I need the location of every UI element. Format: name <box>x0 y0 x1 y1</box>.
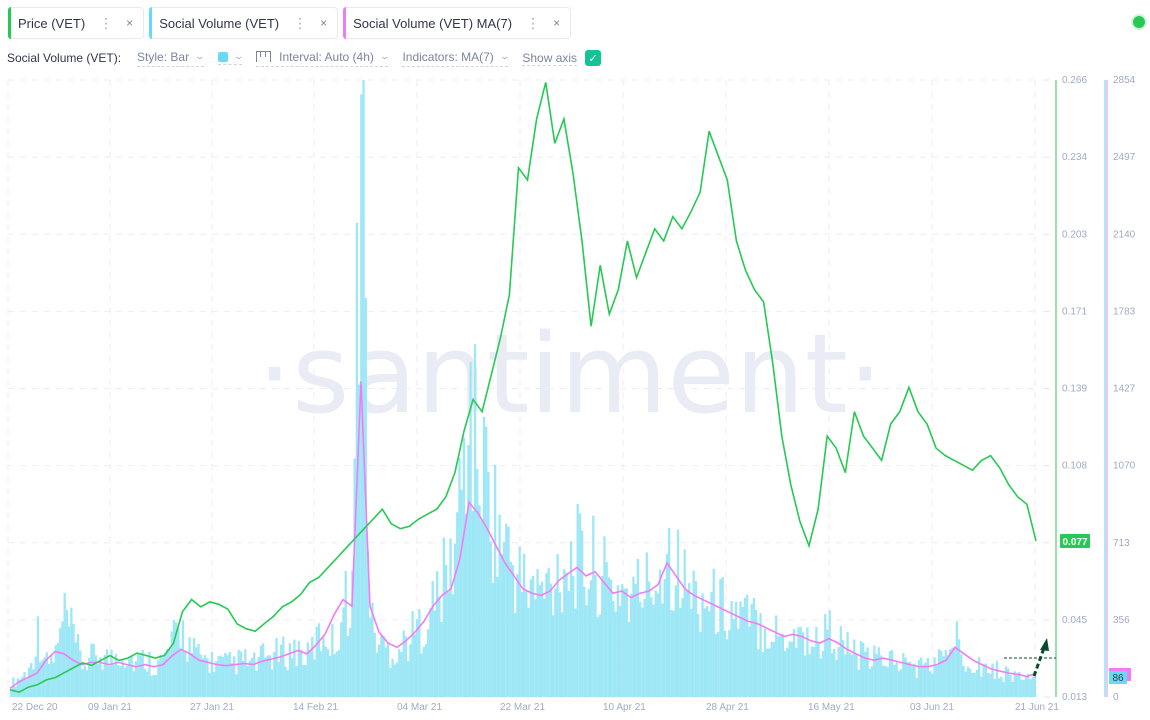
current-price-value: 0.077 <box>1062 537 1087 548</box>
chevron-down-icon: ⌄ <box>194 51 206 61</box>
current-volume-value: 86 <box>1112 673 1124 684</box>
svg-text:0.234: 0.234 <box>1062 152 1087 163</box>
social-volume-bars <box>10 80 1037 697</box>
color-dropdown[interactable]: ⌄ <box>217 51 244 65</box>
svg-text:22 Mar 21: 22 Mar 21 <box>500 702 545 713</box>
live-status-indicator <box>1133 16 1145 28</box>
svg-text:0.171: 0.171 <box>1062 306 1087 317</box>
indicators-label: Indicators: MA(7) <box>402 49 494 64</box>
price-axis-ticks: 0.266 0.234 0.203 0.171 0.139 0.108 0.045 0.013 <box>1043 75 1087 703</box>
indicators-dropdown[interactable]: Indicators: MA(7) ⌄ <box>402 49 510 67</box>
interval-label: Interval: Auto (4h) <box>279 49 374 64</box>
svg-text:0.203: 0.203 <box>1062 229 1087 240</box>
svg-text:04 Mar 21: 04 Mar 21 <box>397 702 442 713</box>
social-volume-ma-line <box>9 381 1037 690</box>
style-label: Style: Bar <box>137 49 190 64</box>
svg-text:0.139: 0.139 <box>1062 384 1087 395</box>
svg-text:0.108: 0.108 <box>1062 461 1087 472</box>
svg-text:2497: 2497 <box>1113 152 1136 163</box>
svg-text:2140: 2140 <box>1113 229 1136 240</box>
current-price-badge <box>1060 534 1090 548</box>
svg-text:1070: 1070 <box>1113 461 1136 472</box>
more-vertical-icon[interactable]: ⋮ <box>99 14 113 31</box>
svg-text:10 Apr 21: 10 Apr 21 <box>603 702 646 713</box>
tab-social-volume-ma[interactable]: Social Volume (VET) MA(7) ⋮ × <box>343 7 572 39</box>
settings-title: Social Volume (VET): <box>7 51 122 65</box>
tab-label: Social Volume (VET) MA(7) <box>353 15 513 31</box>
date-axis-ticks: 22 Dec 20 09 Jan 21 27 Jan 21 14 Feb 21 04 M… <box>12 702 1059 713</box>
svg-text:14 Feb 21: 14 Feb 21 <box>293 702 338 713</box>
svg-text:0: 0 <box>1113 692 1119 703</box>
tab-social-volume[interactable]: Social Volume (VET) ⋮ × <box>149 7 339 39</box>
svg-text:09 Jan 21: 09 Jan 21 <box>88 702 132 713</box>
svg-text:0.013: 0.013 <box>1062 692 1087 703</box>
svg-text:27 Jan 21: 27 Jan 21 <box>190 702 234 713</box>
tab-label: Price (VET) <box>18 15 86 31</box>
show-axis-label[interactable]: Show axis <box>522 50 578 66</box>
color-swatch <box>217 51 228 62</box>
chevron-down-icon: ⌄ <box>233 51 244 61</box>
more-vertical-icon[interactable]: ⋮ <box>293 14 307 31</box>
svg-text:713: 713 <box>1113 538 1130 549</box>
interval-icon <box>256 51 272 62</box>
svg-text:1427: 1427 <box>1113 384 1136 395</box>
close-icon[interactable]: × <box>126 16 134 30</box>
svg-text:21 Jun 21: 21 Jun 21 <box>1015 702 1059 713</box>
svg-text:0.266: 0.266 <box>1062 75 1087 86</box>
interval-dropdown[interactable]: Interval: Auto (4h) ⌄ <box>256 49 390 67</box>
metric-settings-bar: Social Volume (VET): Style: Bar ⌄ ⌄ Inte… <box>7 48 602 68</box>
svg-text:28 Apr 21: 28 Apr 21 <box>706 702 749 713</box>
show-axis-checkbox[interactable]: ✓ <box>585 50 602 66</box>
price-line <box>9 82 1037 693</box>
metric-tabs: Price (VET) ⋮ × Social Volume (VET) ⋮ × … <box>8 7 572 39</box>
svg-text:22 Dec 20: 22 Dec 20 <box>12 702 58 713</box>
style-dropdown[interactable]: Style: Bar ⌄ <box>137 49 206 67</box>
chevron-down-icon: ⌄ <box>379 51 390 61</box>
chevron-down-icon: ⌄ <box>499 51 510 61</box>
current-volume-badge <box>1109 671 1127 684</box>
trend-arrow-shaft <box>1032 647 1046 677</box>
close-icon[interactable]: × <box>320 16 328 30</box>
more-vertical-icon[interactable]: ⋮ <box>526 14 540 31</box>
close-icon[interactable]: × <box>553 16 561 30</box>
tab-price[interactable]: Price (VET) ⋮ × <box>8 7 145 39</box>
volume-axis-ticks: 2854 2497 2140 1783 1427 1070 713 356 0 <box>1113 75 1136 703</box>
arrow-up-icon <box>1040 638 1049 651</box>
svg-text:1783: 1783 <box>1113 306 1136 317</box>
svg-text:2854: 2854 <box>1113 75 1136 86</box>
svg-text:16 May 21: 16 May 21 <box>808 702 855 713</box>
tab-label: Social Volume (VET) <box>159 15 280 31</box>
svg-text:0.045: 0.045 <box>1062 615 1087 626</box>
svg-text:356: 356 <box>1113 615 1130 626</box>
santiment-watermark: ·santiment· <box>257 310 883 438</box>
svg-text:03 Jun 21: 03 Jun 21 <box>910 702 954 713</box>
